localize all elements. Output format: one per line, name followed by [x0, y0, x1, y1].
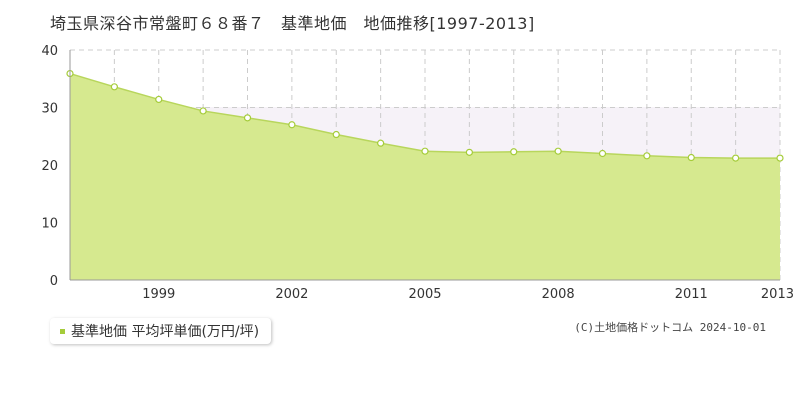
x-tick-label: 2005 — [408, 287, 441, 302]
y-tick-label: 20 — [41, 159, 58, 174]
x-tick-label: 2013 — [761, 287, 794, 302]
legend-marker-icon — [60, 328, 65, 334]
axes — [69, 50, 780, 281]
data-point — [288, 121, 296, 129]
y-tick-labels: 0 10 20 30 40 — [41, 44, 58, 289]
series-area — [70, 73, 780, 280]
data-point — [199, 107, 207, 115]
y-tick-label: 40 — [41, 44, 58, 59]
data-point — [332, 130, 340, 139]
data-point — [377, 139, 385, 147]
legend-label: 基準地価 平均坪単価(万円/坪) — [71, 324, 260, 340]
data-point — [598, 149, 607, 158]
y-tick-label: 10 — [41, 217, 58, 232]
data-point — [465, 148, 473, 156]
data-point — [554, 147, 562, 155]
chart-title: 埼玉県深谷市常盤町６８番７ 基準地価 地価推移[1997-2013] — [50, 14, 535, 33]
data-point — [243, 114, 252, 122]
data-point — [732, 154, 740, 162]
copyright-text: (C)土地価格ドットコム 2024-10-01 — [574, 321, 766, 334]
x-tick-label: 2002 — [275, 287, 308, 302]
y-tick-label: 0 — [50, 274, 58, 289]
x-tick-label: 2011 — [675, 287, 708, 302]
data-point — [687, 153, 695, 162]
data-point — [643, 152, 651, 160]
y-tick-label: 30 — [41, 102, 58, 117]
data-point — [421, 147, 429, 155]
x-tick-label: 1999 — [142, 287, 175, 302]
data-point — [510, 148, 518, 156]
data-point — [776, 154, 784, 162]
x-tick-label: 2008 — [542, 287, 575, 302]
data-point — [155, 95, 163, 104]
data-point — [110, 83, 118, 91]
x-tick-labels: 1999 2002 2005 2008 2011 2013 — [142, 287, 794, 302]
legend: 基準地価 平均坪単価(万円/坪) — [50, 318, 272, 344]
